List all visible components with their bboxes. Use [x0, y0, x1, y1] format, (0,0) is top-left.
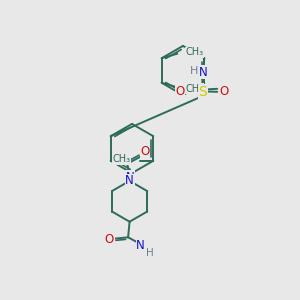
Text: N: N — [126, 171, 135, 184]
Text: O: O — [176, 85, 184, 98]
Text: N: N — [125, 174, 134, 188]
Text: N: N — [136, 239, 145, 252]
Text: S: S — [198, 85, 207, 99]
Text: O: O — [105, 233, 114, 246]
Text: O: O — [220, 85, 229, 98]
Text: CH₃: CH₃ — [113, 154, 131, 164]
Text: H: H — [146, 248, 154, 258]
Text: CH₃: CH₃ — [186, 84, 204, 94]
Text: O: O — [141, 145, 150, 158]
Text: N: N — [199, 66, 208, 79]
Text: CH₃: CH₃ — [186, 47, 204, 57]
Text: H: H — [190, 66, 198, 76]
